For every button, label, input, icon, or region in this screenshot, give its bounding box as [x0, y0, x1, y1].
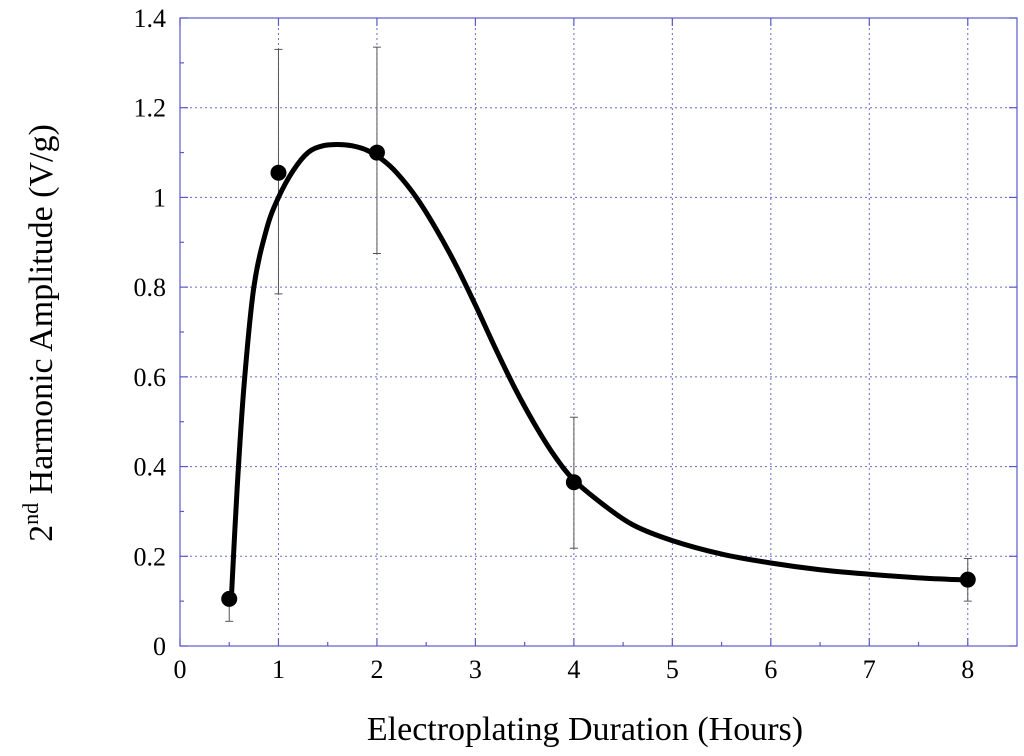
data-point	[221, 590, 238, 607]
x-tick-label: 0	[174, 655, 187, 684]
x-tick-label: 6	[764, 655, 777, 684]
plot-frame	[179, 17, 1018, 647]
y-axis-title-prefix: 2	[23, 525, 60, 542]
data-point	[565, 474, 582, 491]
x-tick-label: 3	[469, 655, 482, 684]
x-tick-label: 4	[567, 655, 580, 684]
y-axis-title-rest: Harmonic Amplitude (V/g)	[23, 124, 60, 503]
y-axis-title: 2nd Harmonic Amplitude (V/g)	[18, 124, 60, 542]
fit-curve	[228, 141, 971, 604]
data-point	[270, 164, 287, 181]
y-tick-label: 1.4	[134, 4, 167, 33]
data-point	[959, 571, 976, 588]
x-tick-label: 5	[666, 655, 679, 684]
x-tick-label: 1	[272, 655, 285, 684]
data-points	[221, 144, 976, 607]
x-tick-label: 8	[961, 655, 974, 684]
x-tick-label: 2	[370, 655, 383, 684]
error-bars	[225, 46, 972, 622]
y-tick-label: 0.4	[134, 453, 167, 482]
grid	[180, 18, 1017, 646]
y-tick-label: 0.2	[134, 542, 167, 571]
y-axis-title-superscript: nd	[18, 503, 43, 525]
data-point	[368, 144, 385, 161]
y-tick-label: 1.2	[134, 94, 167, 123]
y-tick-label: 0.8	[134, 273, 167, 302]
y-tick-labels: 0 0.2 0.4 0.6 0.8 1 1.2 1.4	[134, 4, 167, 661]
y-tick-label: 1	[153, 183, 166, 212]
x-axis-title: Electroplating Duration (Hours)	[367, 711, 803, 748]
x-tick-label: 7	[863, 655, 876, 684]
axis-ticks	[179, 17, 1017, 647]
x-tick-labels: 0 1 2 3 4 5 6 7 8	[174, 655, 975, 684]
y-tick-label: 0	[153, 632, 166, 661]
y-tick-label: 0.6	[134, 363, 167, 392]
